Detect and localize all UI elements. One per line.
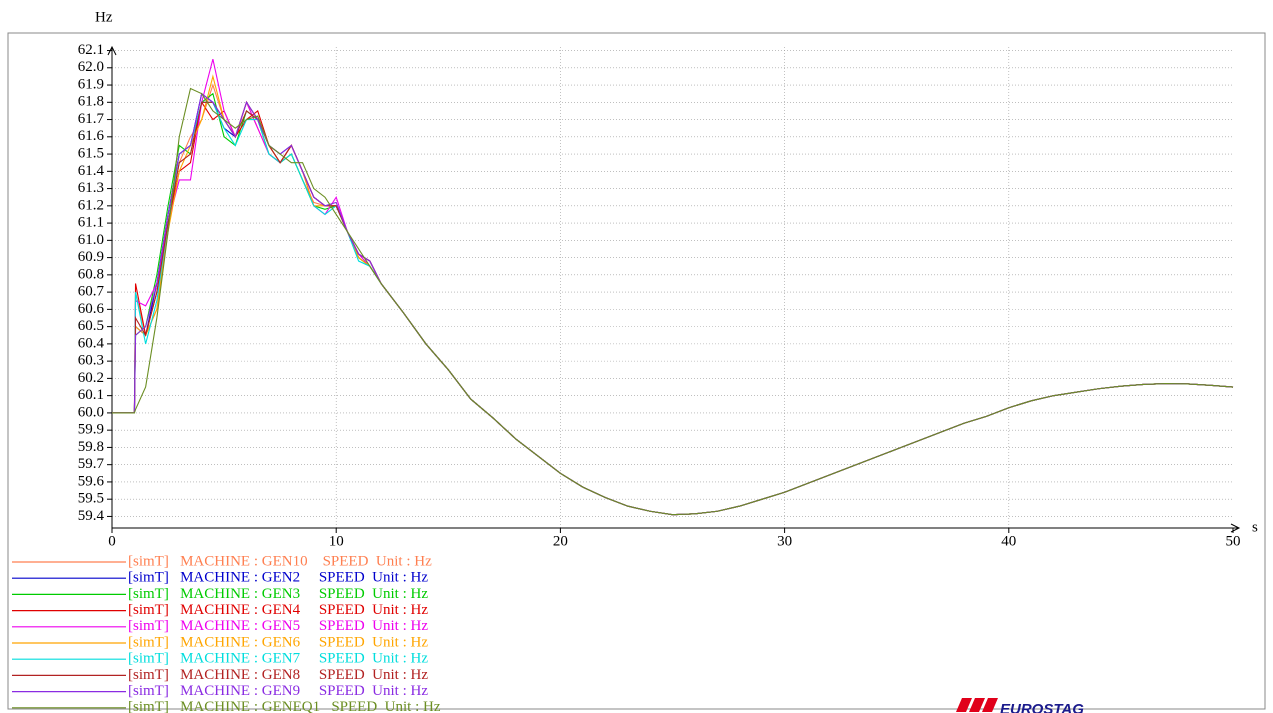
y-tick-label: 60.3: [78, 353, 104, 369]
legend-label: [simT] MACHINE : GEN9 SPEED Unit : Hz: [128, 683, 428, 699]
y-tick-label: 59.9: [78, 422, 104, 438]
x-tick-label: 40: [1001, 533, 1016, 549]
series-line: [112, 92, 1234, 516]
y-tick-label: 60.2: [78, 370, 104, 386]
y-axis-arrow: [107, 45, 117, 56]
y-tick-label: 59.8: [78, 439, 104, 455]
series-line: [112, 74, 1234, 516]
series-line: [112, 83, 1234, 516]
series-line: [112, 87, 1234, 516]
y-tick-label: 61.8: [78, 94, 104, 110]
y-tick-label: 61.3: [78, 180, 104, 196]
x-axis-label: s: [1252, 519, 1258, 535]
x-tick-label: 30: [777, 533, 792, 549]
series-line: [112, 59, 1234, 516]
y-tick-label: 60.5: [78, 318, 104, 334]
y-tick-label: 60.7: [78, 284, 105, 300]
legend-label: [simT] MACHINE : GEN2 SPEED Unit : Hz: [128, 570, 428, 586]
y-tick-label: 62.0: [78, 59, 104, 75]
legend-label: [simT] MACHINE : GEN3 SPEED Unit : Hz: [128, 586, 428, 602]
series-line: [112, 92, 1234, 516]
legend-label: [simT] MACHINE : GEN4 SPEED Unit : Hz: [128, 602, 428, 618]
y-tick-label: 60.0: [78, 404, 104, 420]
logo-text: EUROSTAG: [1000, 701, 1084, 713]
legend-label: [simT] MACHINE : GEN8 SPEED Unit : Hz: [128, 667, 428, 683]
logo: EUROSTAG: [956, 698, 1084, 713]
logo-stripe: [969, 698, 985, 712]
y-axis-label: Hz: [95, 9, 113, 25]
y-tick-label: 60.6: [78, 301, 105, 317]
y-tick-label: 61.7: [78, 111, 105, 127]
y-tick-label: 61.1: [78, 215, 104, 231]
legend-label: [simT] MACHINE : GEN6 SPEED Unit : Hz: [128, 634, 428, 650]
x-tick-label: 0: [108, 533, 116, 549]
y-tick-label: 59.6: [78, 473, 105, 489]
y-tick-label: 61.6: [78, 128, 105, 144]
logo-stripe: [956, 698, 972, 712]
y-tick-label: 60.4: [78, 335, 105, 351]
y-tick-label: 61.4: [78, 163, 105, 179]
y-tick-label: 61.5: [78, 146, 104, 162]
series-line: [112, 92, 1234, 516]
y-tick-label: 62.1: [78, 42, 104, 58]
x-axis-arrow: [1230, 523, 1241, 533]
y-tick-label: 59.4: [78, 508, 105, 524]
y-tick-label: 59.7: [78, 456, 105, 472]
x-tick-label: 50: [1226, 533, 1241, 549]
legend-label: [simT] MACHINE : GEN5 SPEED Unit : Hz: [128, 618, 428, 634]
y-tick-label: 61.9: [78, 76, 104, 92]
x-tick-label: 10: [329, 533, 344, 549]
y-tick-label: 61.2: [78, 197, 104, 213]
y-tick-label: 60.8: [78, 266, 104, 282]
y-tick-label: 60.1: [78, 387, 104, 403]
legend-label: [simT] MACHINE : GENEQ1 SPEED Unit : Hz: [128, 699, 441, 713]
legend-label: [simT] MACHINE : GEN7 SPEED Unit : Hz: [128, 651, 428, 667]
logo-stripe: [982, 698, 998, 712]
frame: [7, 32, 1266, 710]
x-tick-label: 20: [553, 533, 568, 549]
y-tick-label: 60.9: [78, 249, 104, 265]
y-tick-label: 61.0: [78, 232, 104, 248]
series-line: [112, 101, 1234, 516]
y-tick-label: 59.5: [78, 491, 104, 507]
series-line: [112, 100, 1234, 516]
series-line: [112, 101, 1234, 516]
legend-label: [simT] MACHINE : GEN10 SPEED Unit : Hz: [128, 553, 432, 569]
